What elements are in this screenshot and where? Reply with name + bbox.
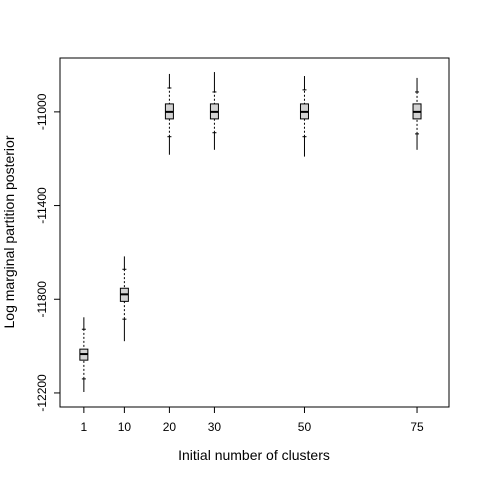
x-axis-label: Initial number of clusters	[178, 447, 330, 463]
y-axis-label: Log marginal partition posterior	[1, 135, 17, 328]
y-tick-label: -11400	[35, 187, 49, 224]
x-tick-label: 75	[410, 420, 424, 434]
x-tick-label: 30	[208, 420, 222, 434]
y-tick-label: -12200	[35, 374, 49, 412]
x-tick-label: 50	[298, 420, 312, 434]
y-tick-label: -11000	[35, 93, 49, 130]
plot-frame	[59, 57, 450, 408]
x-tick-label: 1	[81, 420, 88, 434]
y-tick-label: -11800	[35, 281, 49, 318]
x-tick-label: 20	[163, 420, 177, 434]
x-tick-label: 10	[118, 420, 132, 434]
